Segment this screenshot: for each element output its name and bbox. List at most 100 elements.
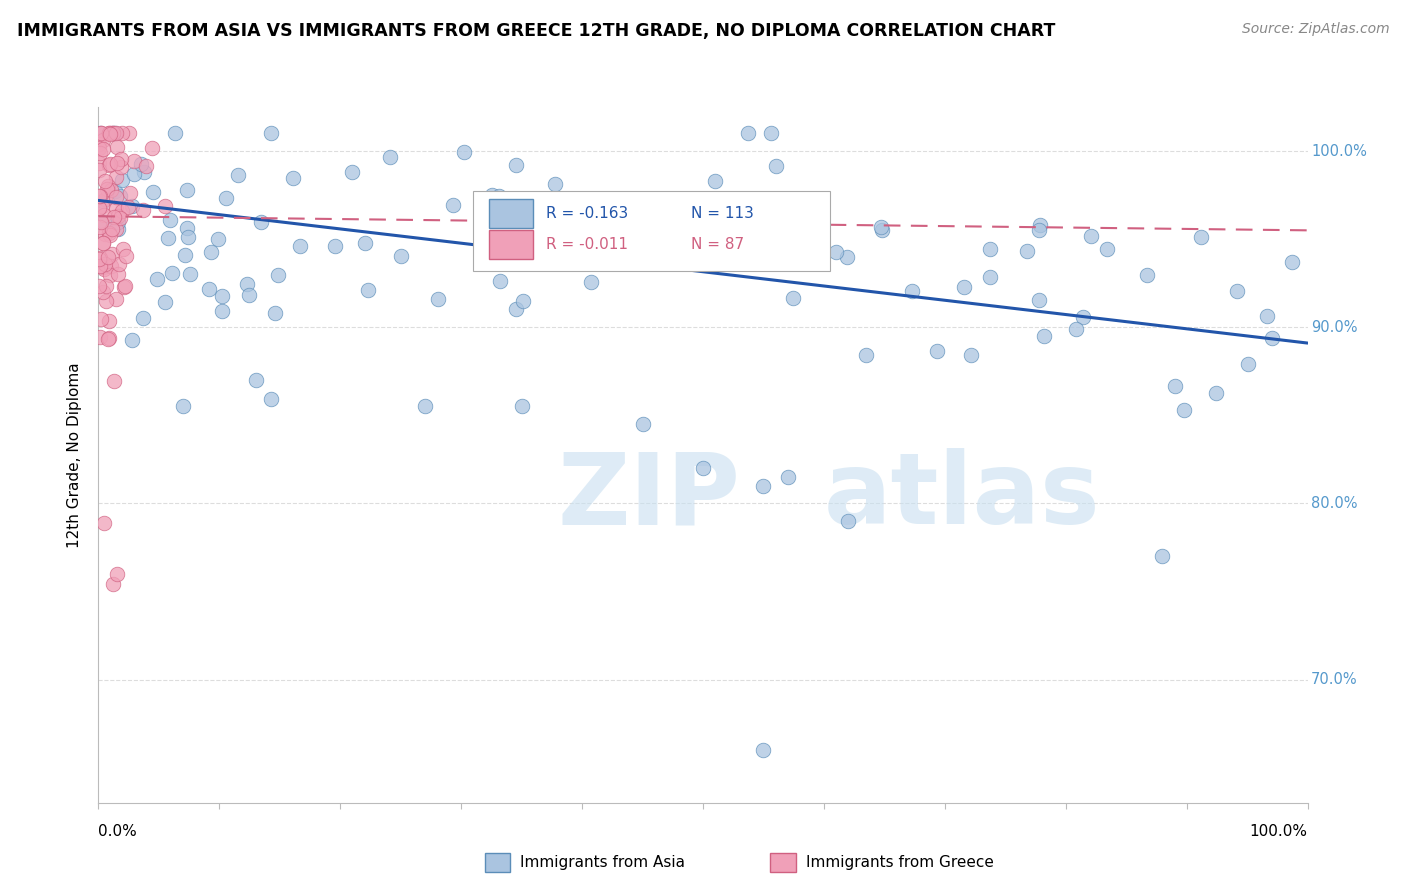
Point: [98, 268, 121, 282]
Point: [103, 211, 125, 225]
Point: [238, 288, 260, 302]
Point: [631, 417, 654, 431]
Point: [107, 222, 129, 236]
Point: [111, 242, 134, 256]
Point: [142, 186, 165, 200]
FancyBboxPatch shape: [474, 191, 830, 270]
Point: [159, 213, 181, 227]
Point: [98, 158, 121, 172]
Point: [413, 400, 436, 414]
Point: [174, 248, 197, 262]
Point: [98, 331, 121, 345]
Point: [505, 158, 527, 172]
Point: [112, 279, 135, 293]
Text: 100.0%: 100.0%: [1250, 824, 1308, 839]
Point: [228, 169, 250, 183]
Point: [153, 295, 176, 310]
Point: [1226, 285, 1249, 299]
Point: [1015, 244, 1038, 259]
Text: 80.0%: 80.0%: [1312, 496, 1358, 511]
Point: [100, 183, 122, 197]
Point: [157, 230, 180, 244]
Point: [245, 373, 267, 387]
Point: [90, 127, 112, 141]
Point: [105, 156, 128, 170]
Point: [427, 293, 450, 307]
Point: [1205, 386, 1227, 401]
Text: Immigrants from Asia: Immigrants from Asia: [520, 855, 685, 870]
Point: [960, 348, 983, 362]
Point: [97, 127, 120, 141]
Point: [453, 145, 475, 160]
Text: R = -0.011: R = -0.011: [546, 237, 628, 252]
Point: [481, 188, 503, 202]
Point: [837, 250, 859, 264]
Point: [97, 332, 120, 346]
Point: [160, 267, 183, 281]
Point: [211, 289, 233, 303]
Point: [89, 146, 111, 161]
Point: [89, 188, 111, 202]
Point: [97, 314, 120, 328]
Point: [1189, 230, 1212, 244]
Point: [837, 514, 859, 528]
Point: [87, 201, 110, 215]
Point: [103, 375, 125, 389]
Point: [87, 156, 110, 170]
Point: [115, 249, 138, 263]
Point: [260, 392, 283, 406]
Point: [90, 312, 112, 326]
Point: [441, 198, 464, 212]
Point: [1256, 309, 1278, 323]
Point: [89, 127, 111, 141]
Point: [678, 253, 700, 268]
Text: Source: ZipAtlas.com: Source: ZipAtlas.com: [1241, 22, 1389, 37]
Point: [952, 280, 974, 294]
Point: [544, 177, 567, 191]
Point: [927, 344, 949, 359]
Point: [91, 142, 114, 156]
Point: [1032, 329, 1054, 343]
Text: Immigrants from Greece: Immigrants from Greece: [806, 855, 994, 870]
Point: [177, 230, 200, 244]
Text: N = 113: N = 113: [690, 206, 754, 221]
Point: [146, 272, 169, 286]
Point: [110, 152, 132, 166]
Point: [1071, 310, 1094, 324]
Point: [100, 259, 122, 273]
Point: [870, 220, 893, 235]
Point: [236, 277, 259, 292]
Point: [107, 209, 129, 223]
Point: [378, 150, 401, 164]
Point: [288, 239, 311, 253]
Text: 100.0%: 100.0%: [1312, 144, 1367, 159]
Point: [389, 249, 412, 263]
Point: [512, 293, 534, 308]
Point: [131, 310, 153, 325]
Point: [505, 301, 527, 316]
Point: [281, 171, 304, 186]
Point: [98, 127, 121, 141]
Point: [541, 211, 564, 226]
Point: [198, 282, 221, 296]
Point: [107, 267, 129, 281]
Point: [110, 173, 132, 187]
Point: [105, 139, 128, 153]
Point: [98, 156, 121, 170]
Point: [105, 170, 128, 185]
Point: [96, 182, 118, 196]
Point: [1028, 223, 1050, 237]
Point: [825, 244, 848, 259]
Point: [122, 167, 145, 181]
Point: [98, 227, 121, 241]
Point: [110, 160, 132, 174]
Point: [114, 278, 136, 293]
Point: [108, 257, 131, 271]
Point: [105, 566, 128, 581]
Point: [488, 189, 510, 203]
Point: [118, 127, 141, 141]
Point: [87, 140, 110, 154]
Point: [353, 235, 375, 250]
Text: IMMIGRANTS FROM ASIA VS IMMIGRANTS FROM GREECE 12TH GRADE, NO DIPLOMA CORRELATIO: IMMIGRANTS FROM ASIA VS IMMIGRANTS FROM …: [17, 22, 1056, 40]
Point: [89, 251, 111, 265]
